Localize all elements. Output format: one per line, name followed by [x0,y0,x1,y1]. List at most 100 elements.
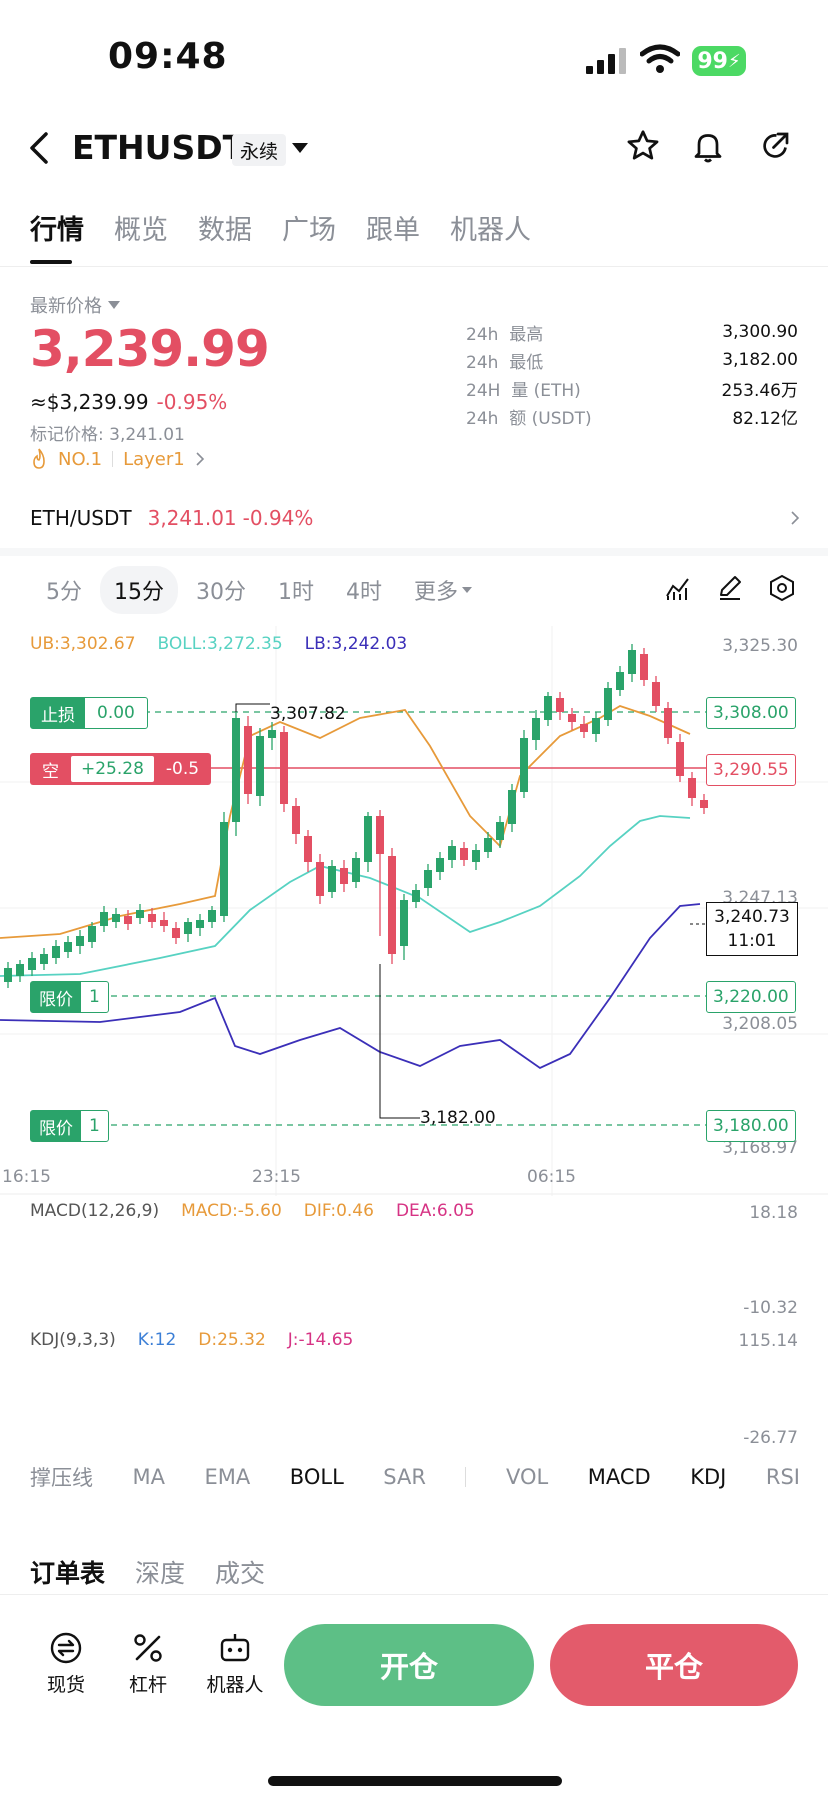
candlestick-chart[interactable] [0,626,828,1196]
candle-body [220,822,228,916]
limit-order-tag[interactable]: 限价 1 [30,1110,109,1142]
candle-body [556,698,564,712]
limit-order-price-tag[interactable]: 3,180.00 [706,1110,796,1142]
low-annotation: 3,182.00 [420,1108,496,1128]
favorite-star-icon[interactable] [625,128,661,168]
active-tab-underline [30,260,72,264]
chevron-right-icon[interactable] [195,451,205,467]
robot-icon [220,1634,250,1662]
candle-body [328,866,336,892]
interval-1h[interactable]: 1时 [278,580,314,605]
candle-body [64,942,72,952]
interval-5m[interactable]: 5分 [46,580,82,605]
boll-upper-line [0,705,691,939]
candle-body [424,870,432,888]
chart-settings-hexagon-icon[interactable] [768,574,796,606]
tab-square[interactable]: 广场 [282,215,336,246]
indicator-boll[interactable]: BOLL [289,1465,344,1489]
tab-order-book[interactable]: 订单表 [30,1559,106,1588]
high-annotation: 3,307.82 [270,704,346,724]
stat-row: 24h 最低 3,182.00 [466,346,798,374]
tab-data[interactable]: 数据 [198,215,252,246]
tab-overview[interactable]: 概览 [114,215,168,246]
caret-down-icon [462,587,473,593]
spot-pair-row[interactable]: ETH/USDT 3,241.01 -0.94% [30,506,800,530]
indicator-kdj[interactable]: KDJ [690,1465,727,1489]
limit-order-tag[interactable]: 限价 1 [30,981,109,1013]
boll-upper-value: UB:3,302.67 [30,634,136,654]
stat-period: 24h [466,408,499,429]
limit-qty: 1 [89,1116,100,1136]
indicator-support-resistance[interactable]: 撑压线 [30,1466,93,1490]
close-position-button[interactable]: 平仓 [550,1624,798,1706]
interval-more[interactable]: 更多 [400,566,486,614]
pair-dropdown-icon[interactable] [292,140,308,159]
leverage-label: 杠杆 [128,1674,167,1696]
indicator-ma[interactable]: MA [132,1465,165,1489]
candle-body [400,900,408,946]
tab-depth[interactable]: 深度 [135,1559,186,1588]
usd-equivalent-row: ≈$3,239.99 -0.95% [30,390,227,414]
rank-tag[interactable]: NO.1 [58,448,103,470]
kdj-title: KDJ(9,3,3) [30,1330,116,1350]
candle-body [352,858,360,882]
candle-body [172,928,180,938]
indicator-divider [465,1467,467,1487]
stat-row: 24h 最高 3,300.90 [466,318,798,346]
stop-loss-price-tag[interactable]: 3,308.00 [706,697,796,729]
candle-body [244,726,252,794]
candle-body [472,850,480,862]
spot-shortcut[interactable]: 现货 [38,1630,94,1697]
bottom-bar-divider [0,1594,828,1595]
indicator-settings-icon[interactable] [664,574,692,606]
interval-4h[interactable]: 4时 [346,580,382,605]
candle-body [388,856,396,954]
contract-type-badge[interactable]: 永续 [232,134,287,166]
macd-legend: MACD(12,26,9) MACD:-5.60 DIF:0.46 DEA:6.… [30,1201,475,1221]
candle-body [616,672,624,690]
draw-pen-icon[interactable] [716,574,744,606]
interval-30m[interactable]: 30分 [196,580,246,605]
current-price-tag[interactable]: 3,240.73 11:01 [706,902,798,956]
tab-market[interactable]: 行情 [30,215,84,246]
leverage-shortcut[interactable]: 杠杆 [120,1630,176,1697]
stop-loss-label: 止损 [31,698,85,728]
indicator-vol[interactable]: VOL [506,1465,549,1489]
robot-shortcut[interactable]: 机器人 [200,1630,270,1697]
limit-order-price-tag[interactable]: 3,220.00 [706,981,796,1013]
stop-loss-order-tag[interactable]: 止损 0.00 [30,697,148,729]
candle-body [316,862,324,896]
share-icon[interactable] [757,128,793,168]
back-button[interactable] [26,130,54,170]
candle-body [508,790,516,824]
open-position-button[interactable]: 开仓 [284,1624,534,1706]
stat-label: 最低 [509,352,544,373]
short-entry-price-tag[interactable]: 3,290.55 [706,754,796,786]
candle-body [676,742,684,776]
short-position-tag[interactable]: 空 +25.28 -0.5 [30,753,212,785]
high-marker-line [235,703,270,712]
category-tag[interactable]: Layer1 [123,448,185,470]
last-price-label[interactable]: 最新价格 [30,292,120,318]
stop-loss-value: 0.00 [97,703,135,723]
candle-body [520,738,528,792]
indicator-ema[interactable]: EMA [204,1465,251,1489]
indicator-sar[interactable]: SAR [383,1465,426,1489]
usd-equivalent: ≈$3,239.99 [30,390,149,414]
pair-title[interactable]: ETHUSDT [72,128,246,167]
boll-legend: UB:3,302.67 BOLL:3,272.35 LB:3,242.03 [30,634,407,654]
interval-15m[interactable]: 15分 [100,566,178,614]
boll-mid-line [0,815,691,977]
candle-body [376,816,384,854]
percent-icon [134,1634,162,1662]
candle-body [280,732,288,804]
indicator-rsi[interactable]: RSI [765,1465,800,1489]
indicator-macd[interactable]: MACD [587,1465,651,1489]
tab-copy-trade[interactable]: 跟单 [366,215,420,246]
alert-bell-icon[interactable] [690,128,726,168]
candle-body [208,910,216,922]
kdj-axis-max: 115.14 [738,1331,798,1351]
tab-trades[interactable]: 成交 [215,1559,266,1588]
stat-period: 24h [466,324,499,345]
tab-robot[interactable]: 机器人 [450,215,531,246]
